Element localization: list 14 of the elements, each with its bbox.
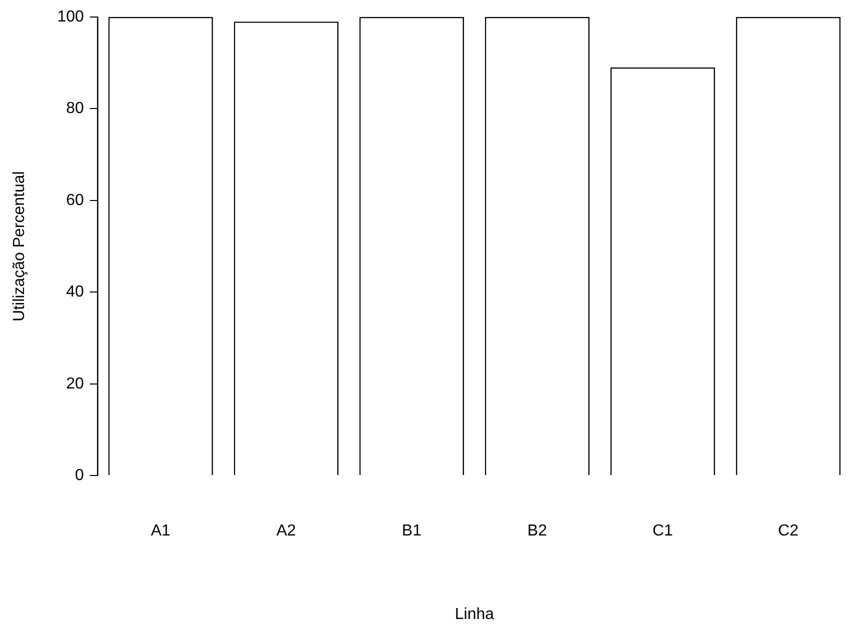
x-tick-label: A2 (276, 522, 296, 540)
y-tick-label: 100 (57, 8, 84, 26)
x-tick-label: C1 (652, 522, 674, 540)
x-axis-title: Linha (454, 606, 494, 623)
x-tick-label: B1 (402, 522, 422, 540)
x-tick-label: B2 (527, 522, 548, 540)
y-axis-title: Utilização Percentual (11, 171, 28, 322)
x-tick-label: C2 (778, 522, 799, 540)
y-tick-label: 40 (66, 284, 84, 301)
y-tick-label: 60 (66, 192, 84, 209)
y-tick-label: 80 (66, 100, 84, 118)
x-tick-label: A1 (150, 522, 171, 540)
y-tick-label: 0 (74, 467, 84, 484)
y-tick-label: 20 (66, 375, 84, 392)
